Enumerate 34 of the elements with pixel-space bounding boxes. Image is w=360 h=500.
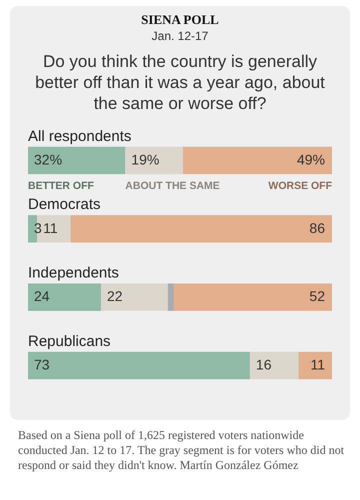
bar: [125, 146, 184, 174]
bar: [168, 284, 174, 311]
data-label: 11: [43, 220, 58, 236]
bar: [298, 352, 332, 380]
series-label: BETTER OFF: [28, 180, 94, 192]
bar: [183, 146, 332, 174]
data-label: 22: [106, 288, 123, 304]
bar: [100, 284, 168, 311]
y-tick-label: Republicans: [28, 332, 111, 350]
data-label: 16: [256, 356, 272, 373]
data-label: 19%: [131, 151, 160, 168]
chart-title: SIENA POLL: [140, 12, 220, 28]
data-label: 3: [34, 220, 42, 236]
data-label: 24: [34, 288, 50, 304]
bar: [28, 352, 250, 380]
y-tick-label: All respondents: [28, 128, 132, 145]
bar: [28, 146, 126, 174]
bar: [28, 284, 101, 311]
annotation: Do you think the country is generally better off than it was a year ago, about the same or worse off?: [34, 51, 326, 114]
data-label: 86: [309, 220, 326, 236]
bar: [70, 215, 332, 242]
data-label: 11: [310, 356, 326, 373]
bar: [174, 284, 332, 311]
data-label: 52: [309, 288, 326, 304]
text: Based on a Siena poll of 1,625 registered voters nationwide conducted Jan. 12 to 17. The gray segment is for voters who did not respond or said they didn't know. Martín González Gómez: [18, 428, 346, 473]
bar: [250, 352, 299, 380]
data-label: 73: [34, 356, 50, 373]
chart-subtitle: Jan. 12-17: [150, 29, 210, 43]
data-label: 49%: [296, 151, 325, 168]
data-label: 32%: [34, 151, 62, 168]
y-tick-label: Independents: [28, 264, 119, 282]
series-label: ABOUT THE SAME: [125, 180, 220, 192]
series-label: WORSE OFF: [268, 180, 333, 192]
y-tick-label: Democrats: [28, 196, 101, 214]
